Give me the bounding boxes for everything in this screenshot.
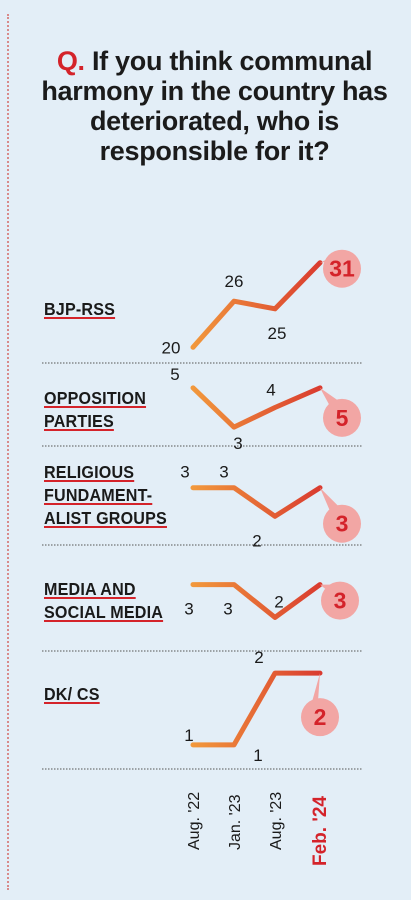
latest-value-circle xyxy=(323,398,361,437)
data-label: 2 xyxy=(274,592,283,611)
series-line xyxy=(190,670,323,748)
data-label: 3 xyxy=(184,600,193,619)
series-label-dk-cs: DK/ CS xyxy=(44,684,100,704)
data-label: 5 xyxy=(170,365,179,384)
series-line xyxy=(190,485,323,519)
data-label: 1 xyxy=(253,746,262,765)
data-label: 4 xyxy=(266,381,275,400)
title-text: If you think communal harmony in the cou… xyxy=(41,46,388,166)
series-line xyxy=(190,385,323,430)
latest-value-label: 3 xyxy=(336,511,349,537)
data-label: 3 xyxy=(223,600,232,619)
data-label: 3 xyxy=(233,434,242,453)
series-label-religious-groups: RELIGIOUS FUNDAMENT- ALIST GROUPS xyxy=(44,462,167,528)
series-line xyxy=(190,582,323,620)
x-tick-label: Aug. '23 xyxy=(268,792,285,850)
latest-value-circle xyxy=(321,581,359,620)
data-label: 2 xyxy=(252,531,261,550)
latest-value-circle xyxy=(323,249,361,288)
x-tick-label: Feb. '24 xyxy=(310,796,331,866)
data-label: 26 xyxy=(225,272,244,291)
x-tick-label: Jan. '23 xyxy=(227,794,244,850)
latest-value-label: 2 xyxy=(314,704,327,730)
series-line xyxy=(190,260,323,350)
series-label-opposition-parties: OPPOSITION PARTIES xyxy=(44,388,147,431)
latest-value-label: 31 xyxy=(329,256,355,282)
dotted-margin xyxy=(7,14,9,890)
data-label: 3 xyxy=(219,463,228,482)
latest-value-circle xyxy=(323,504,361,543)
latest-value-label: 5 xyxy=(336,405,349,431)
series-label-media: MEDIA AND SOCIAL MEDIA xyxy=(44,579,164,622)
latest-value-label: 3 xyxy=(334,588,347,614)
page-title: Q. If you think communal harmony in the … xyxy=(24,46,405,166)
x-tick-label: Aug. '22 xyxy=(186,792,203,850)
series-label-bjp-rss: BJP-RSS xyxy=(44,299,116,319)
data-label: 2 xyxy=(254,648,263,667)
latest-value-circle xyxy=(301,698,339,737)
data-label: 3 xyxy=(180,463,189,482)
data-label: 25 xyxy=(268,324,287,343)
data-label: 20 xyxy=(162,338,181,357)
data-label: 1 xyxy=(184,726,193,745)
title-prefix: Q. xyxy=(56,46,85,76)
